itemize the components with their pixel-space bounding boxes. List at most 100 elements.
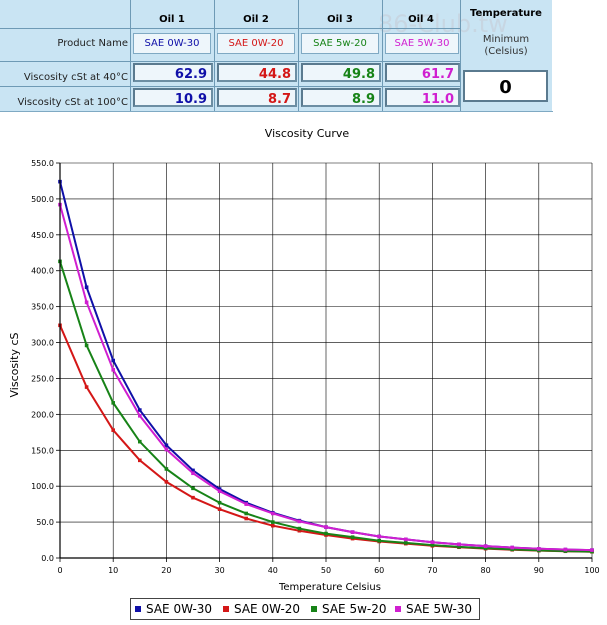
temperature-min-label: Minimum	[482, 34, 530, 45]
grid-line	[0, 86, 460, 87]
data-point	[483, 544, 488, 548]
data-point	[138, 408, 142, 412]
y-tick-label: 50.0	[36, 518, 54, 527]
product-name-label: Product Name	[57, 38, 128, 49]
x-tick-label: 30	[215, 566, 225, 575]
data-point	[138, 439, 142, 444]
data-point	[404, 541, 408, 545]
panel-background	[552, 0, 607, 111]
data-point	[350, 530, 355, 534]
data-point	[271, 520, 275, 524]
oil-input-panel: 86-Club.tw Oil 1 Oil 2 Oil 3 Oil 4 Produ…	[0, 0, 553, 112]
oil-3-visc-100-field[interactable]: 8.9	[301, 88, 381, 107]
temperature-header: Temperature	[470, 8, 542, 19]
oil-1-name-field[interactable]: SAE 0W-30	[133, 33, 211, 54]
data-point	[537, 547, 541, 551]
legend-swatch	[311, 605, 317, 612]
legend-swatch	[223, 605, 229, 612]
chart-legend: SAE 0W-30 SAE 0W-20 SAE 5w-20 SAE 5W-30	[130, 598, 480, 620]
data-point	[111, 368, 115, 372]
oil-2-header: Oil 2	[243, 14, 269, 25]
data-point	[297, 526, 302, 531]
data-point	[217, 487, 222, 491]
data-point	[430, 543, 435, 547]
data-point	[84, 343, 89, 348]
data-point	[164, 447, 169, 452]
oil-2-visc-100-field[interactable]: 8.7	[217, 88, 297, 107]
data-point	[111, 428, 115, 432]
x-tick-label: 90	[534, 566, 544, 575]
chart-axes: 0 10 20 30 40 50 60 70 80 90 100 0.0 50.0 100.0 150.0 2…	[31, 159, 600, 575]
data-point	[217, 489, 222, 494]
data-point	[377, 538, 381, 543]
oil-3-header: Oil 3	[327, 14, 353, 25]
oil-4-name-field[interactable]: SAE 5W-30	[385, 33, 459, 54]
data-point	[111, 358, 115, 363]
data-point	[430, 540, 435, 544]
grid-line	[0, 61, 460, 62]
data-point	[244, 502, 248, 506]
oil-3-visc-40-field[interactable]: 49.8	[301, 63, 381, 82]
data-point	[590, 548, 594, 552]
data-point	[111, 401, 115, 405]
min-temperature-field[interactable]: 0	[463, 70, 548, 102]
x-axis-label: Temperature Celsius	[278, 582, 381, 593]
data-point	[138, 458, 142, 463]
data-point	[350, 535, 355, 539]
x-tick-label: 70	[427, 566, 437, 575]
data-point	[297, 519, 302, 524]
y-tick-label: 550.0	[31, 159, 54, 168]
grid-line	[382, 0, 383, 111]
data-point	[191, 471, 195, 476]
y-tick-label: 450.0	[31, 231, 54, 240]
x-tick-label: 20	[161, 566, 171, 575]
x-tick-label: 80	[481, 566, 491, 575]
data-point	[510, 545, 514, 550]
data-point	[138, 414, 142, 418]
oil-4-visc-40-field[interactable]: 61.7	[385, 63, 460, 82]
legend-item-sae-0w-20: SAE 0W-20	[223, 599, 300, 619]
x-tick-label: 40	[268, 566, 278, 575]
y-tick-label: 150.0	[31, 446, 54, 455]
data-point	[563, 547, 568, 552]
chart-title: Viscosity Curve	[265, 127, 350, 140]
data-point	[217, 507, 222, 511]
legend-swatch	[135, 605, 141, 612]
oil-1-visc-100-field[interactable]: 10.9	[133, 88, 213, 107]
data-point	[324, 525, 328, 529]
data-point	[271, 511, 275, 516]
data-point	[191, 468, 195, 473]
legend-label: SAE 0W-20	[234, 602, 301, 616]
data-point	[457, 542, 461, 547]
x-tick-label: 60	[374, 566, 384, 575]
y-tick-label: 500.0	[31, 195, 54, 204]
oil-4-visc-100-field[interactable]: 11.0	[385, 88, 460, 107]
legend-label: SAE 5W-30	[406, 602, 473, 616]
data-point	[457, 545, 461, 549]
y-tick-label: 0.0	[41, 554, 54, 563]
y-tick-label: 250.0	[31, 374, 54, 383]
grid-line	[214, 0, 215, 111]
data-point	[84, 285, 89, 290]
legend-item-sae-5w-20: SAE 5w-20	[311, 599, 387, 619]
y-tick-label: 200.0	[31, 410, 54, 419]
oil-2-visc-40-field[interactable]: 44.8	[217, 63, 297, 82]
data-point	[297, 528, 302, 533]
oil-1-visc-40-field[interactable]: 62.9	[133, 63, 213, 82]
oil-3-name-field[interactable]: SAE 5w-20	[301, 33, 379, 54]
data-point	[164, 443, 169, 448]
data-point	[377, 534, 381, 539]
data-point	[244, 511, 248, 516]
oil-4-header: Oil 4	[408, 14, 434, 25]
x-tick-label: 50	[321, 566, 331, 575]
data-point	[191, 486, 195, 491]
data-point	[164, 467, 169, 471]
data-point	[271, 523, 275, 528]
data-point	[191, 495, 195, 500]
grid-line	[130, 0, 131, 111]
data-point	[84, 385, 89, 389]
data-point	[483, 546, 488, 551]
grid-line	[460, 0, 461, 111]
chart-series	[58, 179, 594, 554]
oil-2-name-field[interactable]: SAE 0W-20	[217, 33, 295, 54]
